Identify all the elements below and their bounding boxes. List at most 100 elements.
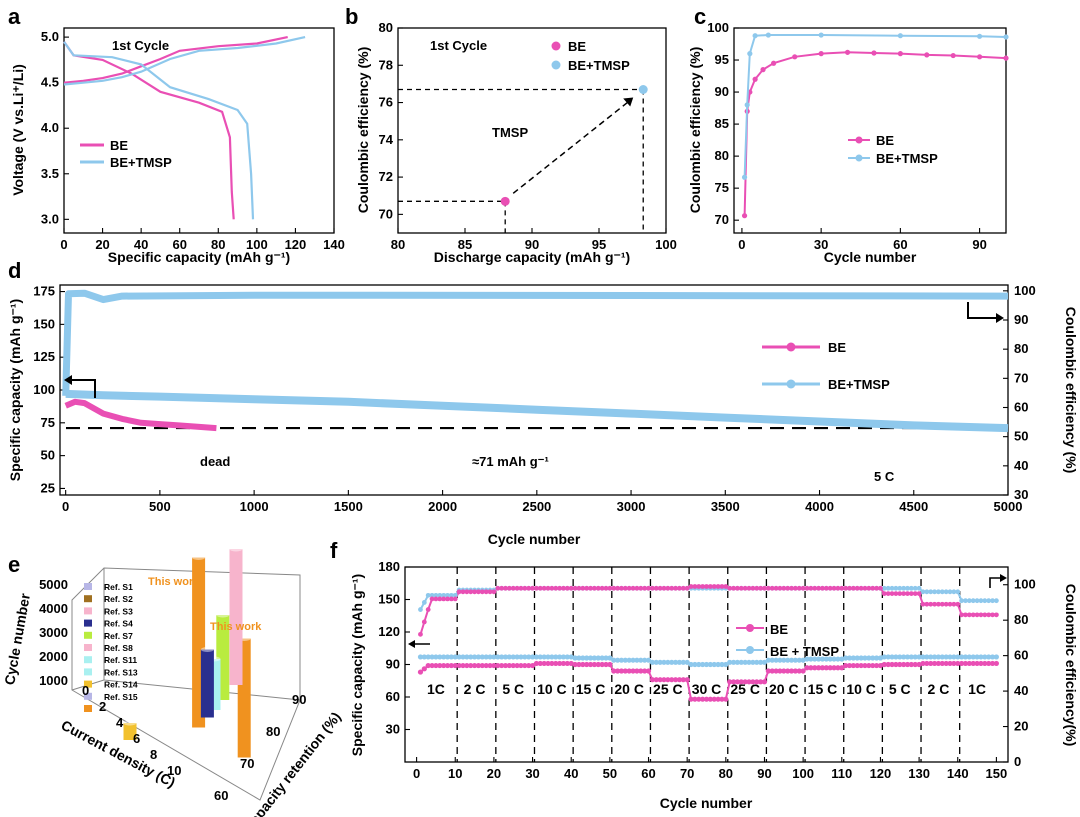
panel-f-xlabel: Cycle number xyxy=(660,795,753,811)
be-capacity-point xyxy=(808,665,814,671)
x-tick-label: 10 xyxy=(448,766,462,781)
panel-b: b 80 85 90 95 100 70 72 74 76 78 80 1st Cycle BE B… xyxy=(345,4,677,265)
be-ce-point xyxy=(429,596,435,602)
tmsp-ce-point xyxy=(905,585,910,591)
be-ce-point xyxy=(677,585,682,591)
BE+TMSP-ce-point xyxy=(897,33,903,39)
y-tick-label: 180 xyxy=(378,559,400,574)
be-ce-point xyxy=(862,585,868,591)
legend-swatch xyxy=(84,680,92,688)
x-tick-label: 60 xyxy=(172,237,186,252)
be-capacity-point xyxy=(618,668,625,674)
tmsp-capacity-point xyxy=(506,654,512,660)
be-ce-point xyxy=(781,585,787,591)
y-tick-label: 175 xyxy=(33,284,55,299)
legend-entry: Ref. S2 xyxy=(104,594,133,604)
panel-d-series xyxy=(62,289,1009,433)
be-capacity-point xyxy=(680,677,686,683)
x-tick-label: 60 xyxy=(641,766,655,781)
be-capacity-point xyxy=(800,668,806,674)
x-tick-label: 80 xyxy=(211,237,225,252)
x-tick-label: 90 xyxy=(525,237,539,252)
tmsp-capacity-point xyxy=(835,656,841,662)
rate-label: 5 C xyxy=(502,681,524,697)
y-tick-label: 5.0 xyxy=(41,29,59,44)
be-capacity-point xyxy=(441,662,447,669)
be-capacity-point xyxy=(904,661,911,668)
right-axis-arrowhead xyxy=(1000,574,1007,582)
x-tick-label: 3500 xyxy=(711,499,740,514)
tmsp-capacity-point xyxy=(491,654,497,660)
be-capacity-point xyxy=(831,665,837,671)
be-ce-point xyxy=(622,585,628,591)
legend-be-marker xyxy=(551,41,561,51)
tmsp-ce-point xyxy=(978,598,984,604)
be-capacity-point xyxy=(471,662,478,669)
x-tick-label: 5000 xyxy=(994,499,1023,514)
be-ce-point xyxy=(499,585,505,591)
be-capacity-point xyxy=(529,662,536,669)
tmsp-ce-point xyxy=(421,600,427,605)
be-capacity-point xyxy=(630,668,636,674)
be-capacity-point xyxy=(920,660,926,667)
panel-c-legend-be: BE xyxy=(876,133,894,148)
be-ce-point xyxy=(908,591,914,596)
z-tick-label: 1000 xyxy=(39,673,68,688)
tmsp-capacity-point xyxy=(626,657,632,663)
x-tick-label: 70 xyxy=(680,766,694,781)
y-tick-label: 95 xyxy=(715,52,729,67)
panel-e-bars xyxy=(123,546,251,758)
be-capacity-point xyxy=(785,668,791,674)
tmsp-capacity-point xyxy=(665,659,671,665)
rate-label: 10 C xyxy=(846,681,876,697)
be-ce-point xyxy=(994,612,999,618)
y-tick-label: 125 xyxy=(33,349,55,364)
y2-tick-label: 100 xyxy=(1014,283,1036,298)
tmsp-ce-point xyxy=(448,592,454,598)
rate-label: 30 C xyxy=(692,681,722,697)
tmsp-ce-point xyxy=(433,592,439,598)
be-capacity-point xyxy=(456,662,462,669)
be-ce-point xyxy=(816,585,821,591)
panel-a-legend-tmsp: BE+TMSP xyxy=(110,155,172,170)
panel-b-annotation: TMSP xyxy=(492,125,528,140)
be-ce-point xyxy=(866,585,872,591)
tmsp-capacity-point xyxy=(448,654,454,660)
BE-ce-point xyxy=(818,51,824,57)
be-ce-point xyxy=(773,585,779,591)
be-capacity-point xyxy=(862,662,868,669)
x-tick-label: 10 xyxy=(167,763,181,778)
x-tick-label: 140 xyxy=(947,766,969,781)
tmsp-capacity-point xyxy=(518,654,524,660)
be-ce-point xyxy=(615,585,620,591)
be-ce-point xyxy=(561,585,566,591)
y2-tick-label: 60 xyxy=(1014,648,1028,663)
be-ce-point xyxy=(619,585,624,591)
tmsp-capacity-point xyxy=(460,654,466,660)
be-capacity-point xyxy=(719,696,725,702)
be-ce-point xyxy=(820,585,825,591)
be-capacity-point xyxy=(765,668,771,674)
be-ce-point xyxy=(611,585,617,591)
panel-d-rate-label: 5 C xyxy=(874,469,895,484)
tmsp-capacity-point xyxy=(707,661,713,668)
be-capacity-point xyxy=(746,679,752,685)
tmsp-ce-point xyxy=(974,598,980,604)
BE+TMSP-charge-curve xyxy=(63,36,306,86)
legend-swatch xyxy=(84,668,92,676)
y-tick-label: 76 xyxy=(379,95,393,110)
be-capacity-point xyxy=(526,662,532,669)
be-ce-point xyxy=(943,601,949,607)
be-capacity-point xyxy=(502,662,509,669)
BE+TMSP-ce-point xyxy=(818,32,824,38)
x-tick-label: 50 xyxy=(603,766,617,781)
be-ce-point xyxy=(696,584,702,589)
y-tick-label: 4.0 xyxy=(41,120,59,135)
tmsp-capacity-point xyxy=(537,654,543,660)
BE-discharge-curve xyxy=(63,41,235,220)
be-capacity-point xyxy=(607,661,613,668)
be-ce-point xyxy=(878,585,883,591)
y-tick-label: 150 xyxy=(33,316,55,331)
tmsp-ce-point xyxy=(916,585,922,591)
